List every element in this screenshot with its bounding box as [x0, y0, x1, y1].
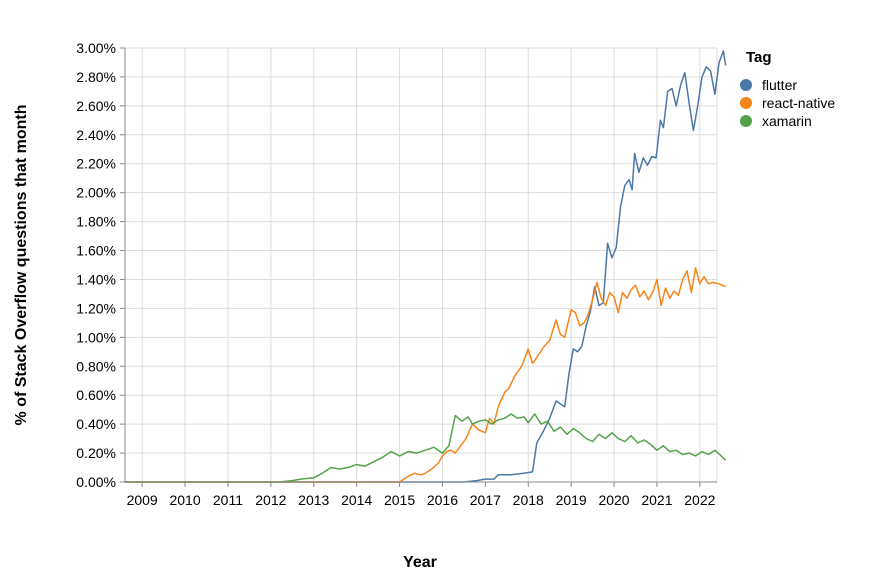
legend-label-react-native: react-native — [762, 95, 835, 111]
x-tick-label: 2012 — [255, 492, 286, 508]
y-tick-label: 3.00% — [76, 40, 116, 56]
y-tick-label: 2.40% — [76, 127, 116, 143]
y-tick-label: 0.80% — [76, 358, 116, 374]
x-tick-label: 2015 — [384, 492, 415, 508]
x-axis-title: Year — [403, 554, 437, 571]
y-tick-label: 0.00% — [76, 474, 116, 490]
legend-swatch-xamarin — [740, 115, 752, 127]
y-tick-label: 0.20% — [76, 445, 116, 461]
x-tick-label: 2016 — [427, 492, 458, 508]
y-tick-label: 2.20% — [76, 156, 116, 172]
y-tick-label: 0.40% — [76, 416, 116, 432]
x-tick-label: 2017 — [470, 492, 501, 508]
y-tick-label: 1.20% — [76, 300, 116, 316]
y-tick-label: 2.00% — [76, 185, 116, 201]
y-tick-label: 2.80% — [76, 69, 116, 85]
x-tick-label: 2009 — [127, 492, 158, 508]
x-tick-label: 2014 — [341, 492, 372, 508]
legend-label-xamarin: xamarin — [762, 113, 812, 129]
legend-swatch-react-native — [740, 97, 752, 109]
legend-title: Tag — [746, 49, 772, 66]
y-tick-label: 1.80% — [76, 214, 116, 230]
y-tick-label: 0.60% — [76, 387, 116, 403]
series-lines — [125, 50, 727, 483]
x-tick-label: 2019 — [556, 492, 587, 508]
y-axis-title: % of Stack Overflow questions that month — [13, 105, 30, 426]
x-tick-label: 2020 — [598, 492, 629, 508]
y-tick-label: 1.40% — [76, 271, 116, 287]
x-tick-label: 2022 — [684, 492, 715, 508]
x-tick-label: 2021 — [641, 492, 672, 508]
y-tick-label: 2.60% — [76, 98, 116, 114]
series-line-xamarin — [125, 413, 727, 483]
x-tick-label: 2018 — [513, 492, 544, 508]
y-tick-label: 1.60% — [76, 243, 116, 259]
tick-labels: 0.00% 0.20% 0.40% 0.60% 0.80% 1.00% 1.20% 1.40%… — [76, 40, 715, 508]
legend-label-flutter: flutter — [762, 77, 797, 93]
legend-swatch-flutter — [740, 79, 752, 91]
y-tick-label: 1.00% — [76, 329, 116, 345]
series-line-flutter — [125, 50, 727, 483]
grid-lines — [125, 47, 718, 483]
axes — [120, 47, 717, 487]
x-tick-label: 2010 — [169, 492, 200, 508]
x-tick-label: 2013 — [298, 492, 329, 508]
legend: Tag flutter react-native xamarin — [740, 49, 835, 129]
x-tick-label: 2011 — [213, 492, 243, 508]
series-line-react-native — [125, 267, 726, 483]
